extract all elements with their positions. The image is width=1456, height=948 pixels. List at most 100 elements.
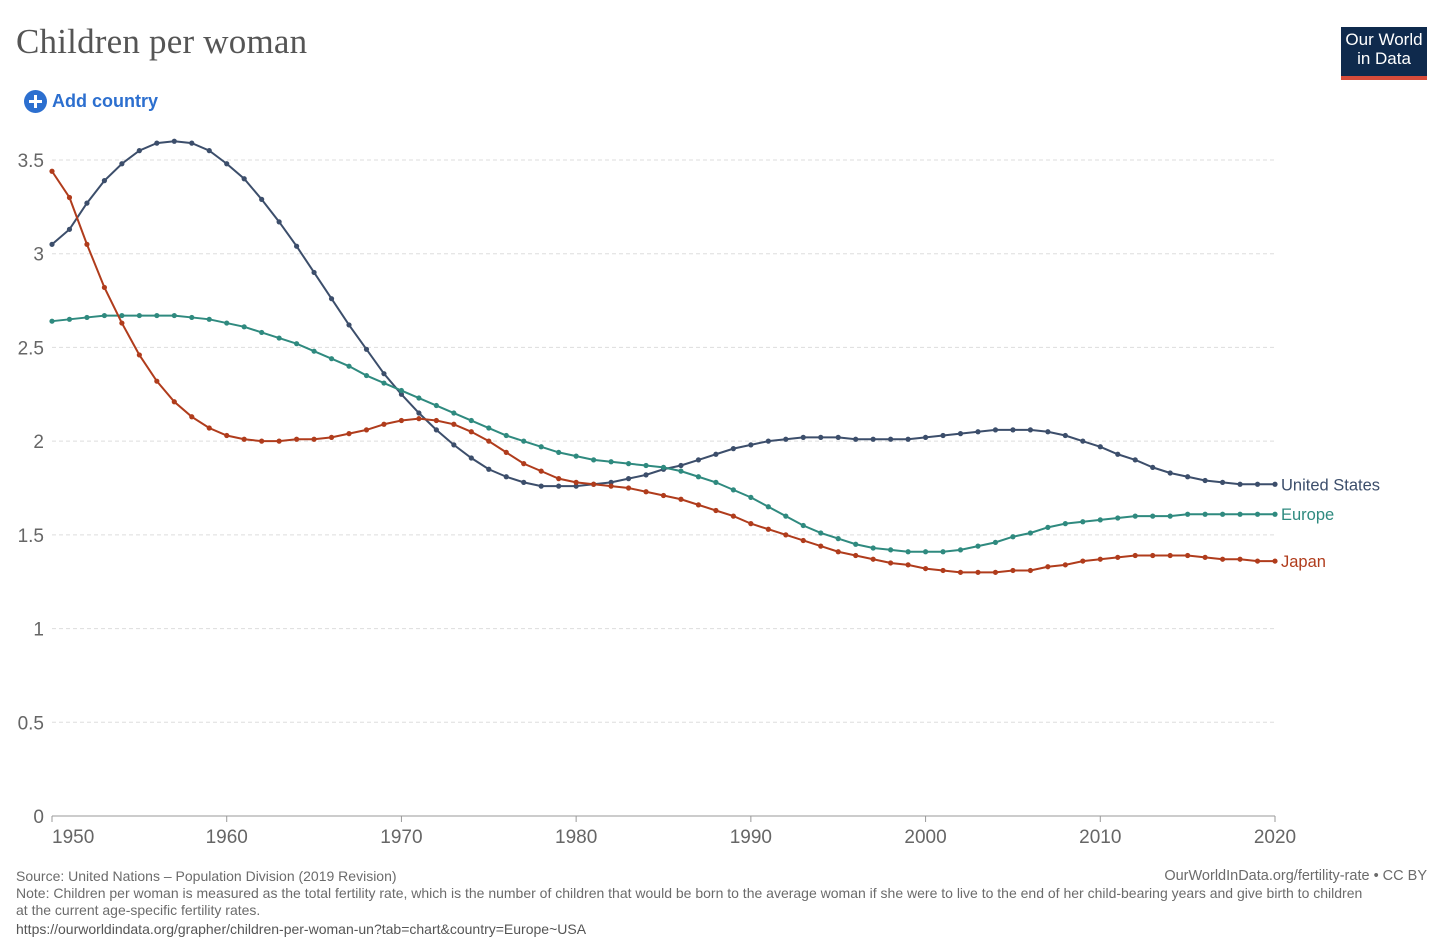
data-point [1045,524,1051,530]
data-point [713,507,719,514]
data-point [870,436,876,442]
y-tick-label: 0.5 [18,713,44,734]
data-point [294,243,300,249]
data-point [1150,464,1156,470]
series-europe: Europe [49,312,1334,555]
data-point [818,543,824,549]
data-point [538,468,544,474]
y-tick-label: 1.5 [18,526,44,547]
data-point [818,530,824,536]
series-line [51,140,1275,488]
data-point [957,569,964,575]
data-point [643,489,649,495]
data-point [1010,427,1016,433]
data-point [678,462,684,469]
series-united-states: United States [49,138,1380,494]
data-point [346,431,352,437]
add-country-label: Add country [52,90,158,111]
data-point [870,556,876,562]
data-point [451,410,457,416]
data-point [363,427,370,433]
data-point [713,479,719,485]
data-point [84,314,90,321]
data-point [765,526,771,532]
data-point [154,378,160,384]
data-point [1062,432,1068,439]
data-point [49,168,55,174]
data-point [1010,534,1016,540]
data-point [1027,530,1033,536]
data-point [503,432,509,439]
data-point [101,284,108,291]
data-point [730,513,736,519]
y-tick-label: 0 [33,807,44,828]
data-point [328,296,335,302]
data-point [66,194,73,201]
data-point [940,432,946,439]
data-point [625,461,632,467]
data-point [748,494,754,500]
data-point [381,380,387,386]
x-tick-label: 2000 [904,827,946,848]
data-point [154,140,160,146]
y-tick-label: 2 [33,432,44,453]
data-point [573,479,579,485]
data-point [975,543,981,549]
data-point [818,434,824,440]
data-point [625,485,632,491]
data-point [992,539,999,545]
data-point [381,371,387,377]
data-point [853,436,859,442]
data-point [660,492,667,499]
data-point [1010,567,1016,574]
data-point [433,427,439,433]
series-label: Japan [1281,553,1326,571]
data-point [468,455,474,461]
data-point [486,466,492,472]
data-point [556,449,562,455]
x-tick-label: 1990 [730,827,772,848]
data-point [730,487,736,493]
data-point [905,549,911,555]
data-point [328,356,335,362]
line-chart: 0 0.5 1 1.5 2 2.5 3 3.5 1950 1960 1970 1980 1990 2000… [18,138,1380,848]
data-point [1185,552,1191,559]
add-country-button[interactable]: Add country [24,89,158,113]
owid-logo[interactable]: Our World in Data [1341,27,1427,80]
data-point [1202,554,1208,560]
data-point [49,241,55,247]
data-point [468,429,474,435]
data-point [416,410,422,416]
logo-line-1: Our World [1345,30,1423,49]
data-point [678,468,684,474]
y-tick-label: 3.5 [18,151,44,172]
data-point [241,324,247,330]
data-point [608,459,614,465]
credit-link[interactable]: OurWorldInData.org/fertility-rate • CC B… [1164,868,1427,884]
data-point [1237,556,1243,562]
data-point [189,414,195,420]
data-point [1097,517,1103,523]
data-point [1080,438,1086,444]
data-point [992,569,999,575]
y-tick-label: 2.5 [18,338,44,359]
data-point [311,269,317,276]
data-point [259,438,265,444]
data-point [678,496,684,502]
series-label: Europe [1281,506,1334,524]
data-point [49,318,55,324]
data-point [940,567,946,574]
data-point [451,442,457,448]
data-point [486,438,492,444]
page-url[interactable]: https://ourworldindata.org/grapher/child… [16,921,587,937]
data-point [66,316,73,322]
data-point [1097,444,1103,450]
x-tick-label: 1960 [206,827,248,848]
data-point [1132,457,1138,463]
data-point [835,549,841,555]
data-point [1045,429,1051,435]
data-point [800,537,806,544]
data-point [888,547,894,553]
data-point [660,464,667,470]
data-point [713,451,719,457]
